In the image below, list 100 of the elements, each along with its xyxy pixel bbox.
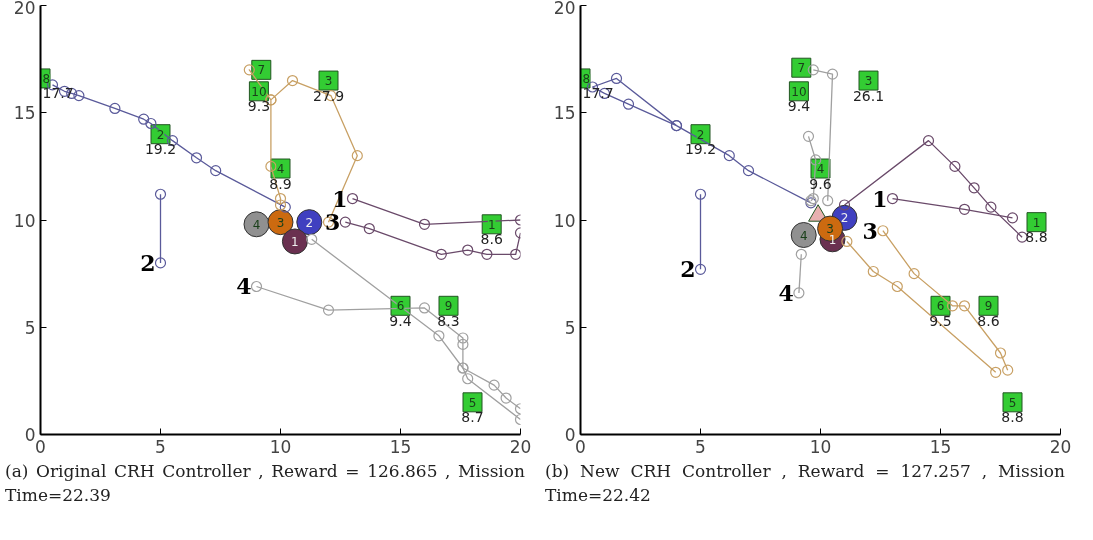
annotation: 4 bbox=[799, 228, 808, 243]
point bbox=[279, 201, 291, 213]
point bbox=[949, 160, 961, 172]
point bbox=[802, 130, 815, 142]
point bbox=[510, 248, 521, 260]
annotation: 8.6 bbox=[977, 312, 1000, 329]
point bbox=[306, 233, 318, 245]
point bbox=[418, 218, 431, 230]
annotation: 8.3 bbox=[437, 312, 460, 329]
annotation: 3 bbox=[276, 215, 285, 230]
x-tick-label: 5 bbox=[695, 436, 706, 457]
point bbox=[481, 248, 493, 260]
annotation: 10 bbox=[791, 84, 807, 99]
annotation: 2 bbox=[305, 215, 314, 230]
point bbox=[322, 304, 335, 316]
annotation: 8.9 bbox=[269, 175, 292, 192]
annotation: 4 bbox=[252, 217, 261, 232]
annotation: 4 bbox=[276, 162, 285, 177]
point bbox=[807, 64, 819, 76]
point bbox=[274, 192, 287, 205]
annotation: 7 bbox=[797, 61, 806, 76]
point bbox=[145, 117, 157, 130]
annotation: 6 bbox=[936, 299, 945, 314]
point bbox=[243, 64, 255, 76]
annotation: 2 bbox=[840, 211, 849, 226]
point bbox=[210, 165, 222, 177]
x-tick-label: 20 bbox=[509, 436, 532, 457]
annotation: 9.4 bbox=[389, 312, 412, 329]
x-tick-label: 20 bbox=[1049, 436, 1072, 457]
annotation: 8.7 bbox=[461, 409, 484, 426]
point bbox=[154, 188, 167, 200]
annotation: 9.6 bbox=[809, 175, 832, 192]
x-tick-label: 15 bbox=[929, 436, 952, 457]
y-tick-label: 10 bbox=[553, 210, 576, 231]
annotation: 9 bbox=[444, 299, 453, 314]
annotation: 2 bbox=[696, 127, 705, 142]
point bbox=[265, 160, 277, 172]
point bbox=[958, 203, 971, 215]
annotation: 1 bbox=[872, 185, 888, 212]
x-tick-label: 15 bbox=[389, 436, 412, 457]
annotation: 1 bbox=[1032, 215, 1041, 230]
text: (a) Original CRH Controller , Reward = 126.865 , Mission Time=22.39 bbox=[5, 460, 525, 507]
annotation: 9 bbox=[984, 299, 993, 314]
point bbox=[154, 257, 167, 269]
point bbox=[694, 263, 707, 275]
annotation: 5 bbox=[468, 395, 477, 410]
y-tick-label: 15 bbox=[553, 103, 576, 124]
annotation: 3 bbox=[862, 217, 878, 244]
annotation: 1 bbox=[487, 217, 496, 232]
point bbox=[433, 330, 445, 342]
point bbox=[457, 338, 469, 350]
point bbox=[694, 188, 707, 200]
annotation: 2 bbox=[140, 249, 156, 276]
x-tick-label: 10 bbox=[809, 436, 832, 457]
annotation: 2 bbox=[156, 127, 165, 142]
point bbox=[742, 165, 755, 177]
point bbox=[810, 154, 822, 166]
annotation: 19.2 bbox=[684, 141, 717, 158]
annotation: 4 bbox=[778, 279, 794, 306]
point bbox=[488, 379, 500, 391]
point bbox=[190, 152, 203, 164]
annotation: 2 bbox=[680, 256, 696, 283]
annotation: 1 bbox=[828, 232, 837, 247]
annotation: 3 bbox=[324, 209, 341, 236]
point bbox=[73, 90, 85, 102]
y-tick-label: 15 bbox=[13, 103, 36, 124]
y-tick-label: 5 bbox=[564, 317, 576, 338]
point bbox=[867, 265, 879, 278]
point bbox=[826, 68, 839, 80]
point bbox=[500, 392, 512, 404]
point bbox=[795, 248, 807, 260]
text: (b) New CRH Controller , Reward = 127.257 , Mission Time=22.42 bbox=[545, 460, 1065, 507]
point bbox=[274, 199, 287, 211]
annotation: 3 bbox=[864, 74, 873, 89]
annotation: 1 bbox=[291, 234, 299, 249]
annotation: 7 bbox=[257, 63, 266, 78]
point bbox=[610, 72, 623, 85]
annotation: 8.8 bbox=[1025, 229, 1048, 246]
point bbox=[462, 244, 474, 256]
point bbox=[838, 199, 851, 211]
point bbox=[1006, 212, 1019, 224]
annotation: 1 bbox=[332, 185, 348, 212]
annotation: 3 bbox=[324, 74, 333, 89]
point bbox=[351, 150, 363, 162]
point bbox=[891, 280, 903, 293]
point bbox=[462, 373, 474, 385]
y-tick-label: 20 bbox=[13, 0, 36, 18]
annotation: 8.8 bbox=[1001, 409, 1024, 426]
point bbox=[908, 268, 920, 280]
point bbox=[363, 222, 375, 235]
x-tick-label: 10 bbox=[269, 436, 292, 457]
point bbox=[250, 280, 263, 293]
annotation: 8.6 bbox=[480, 231, 503, 248]
point bbox=[109, 102, 121, 115]
point bbox=[841, 235, 853, 248]
x-tick-label: 5 bbox=[155, 436, 166, 457]
point bbox=[457, 332, 469, 344]
point bbox=[339, 216, 351, 228]
point bbox=[922, 135, 935, 147]
annotation: 19.2 bbox=[144, 141, 177, 158]
